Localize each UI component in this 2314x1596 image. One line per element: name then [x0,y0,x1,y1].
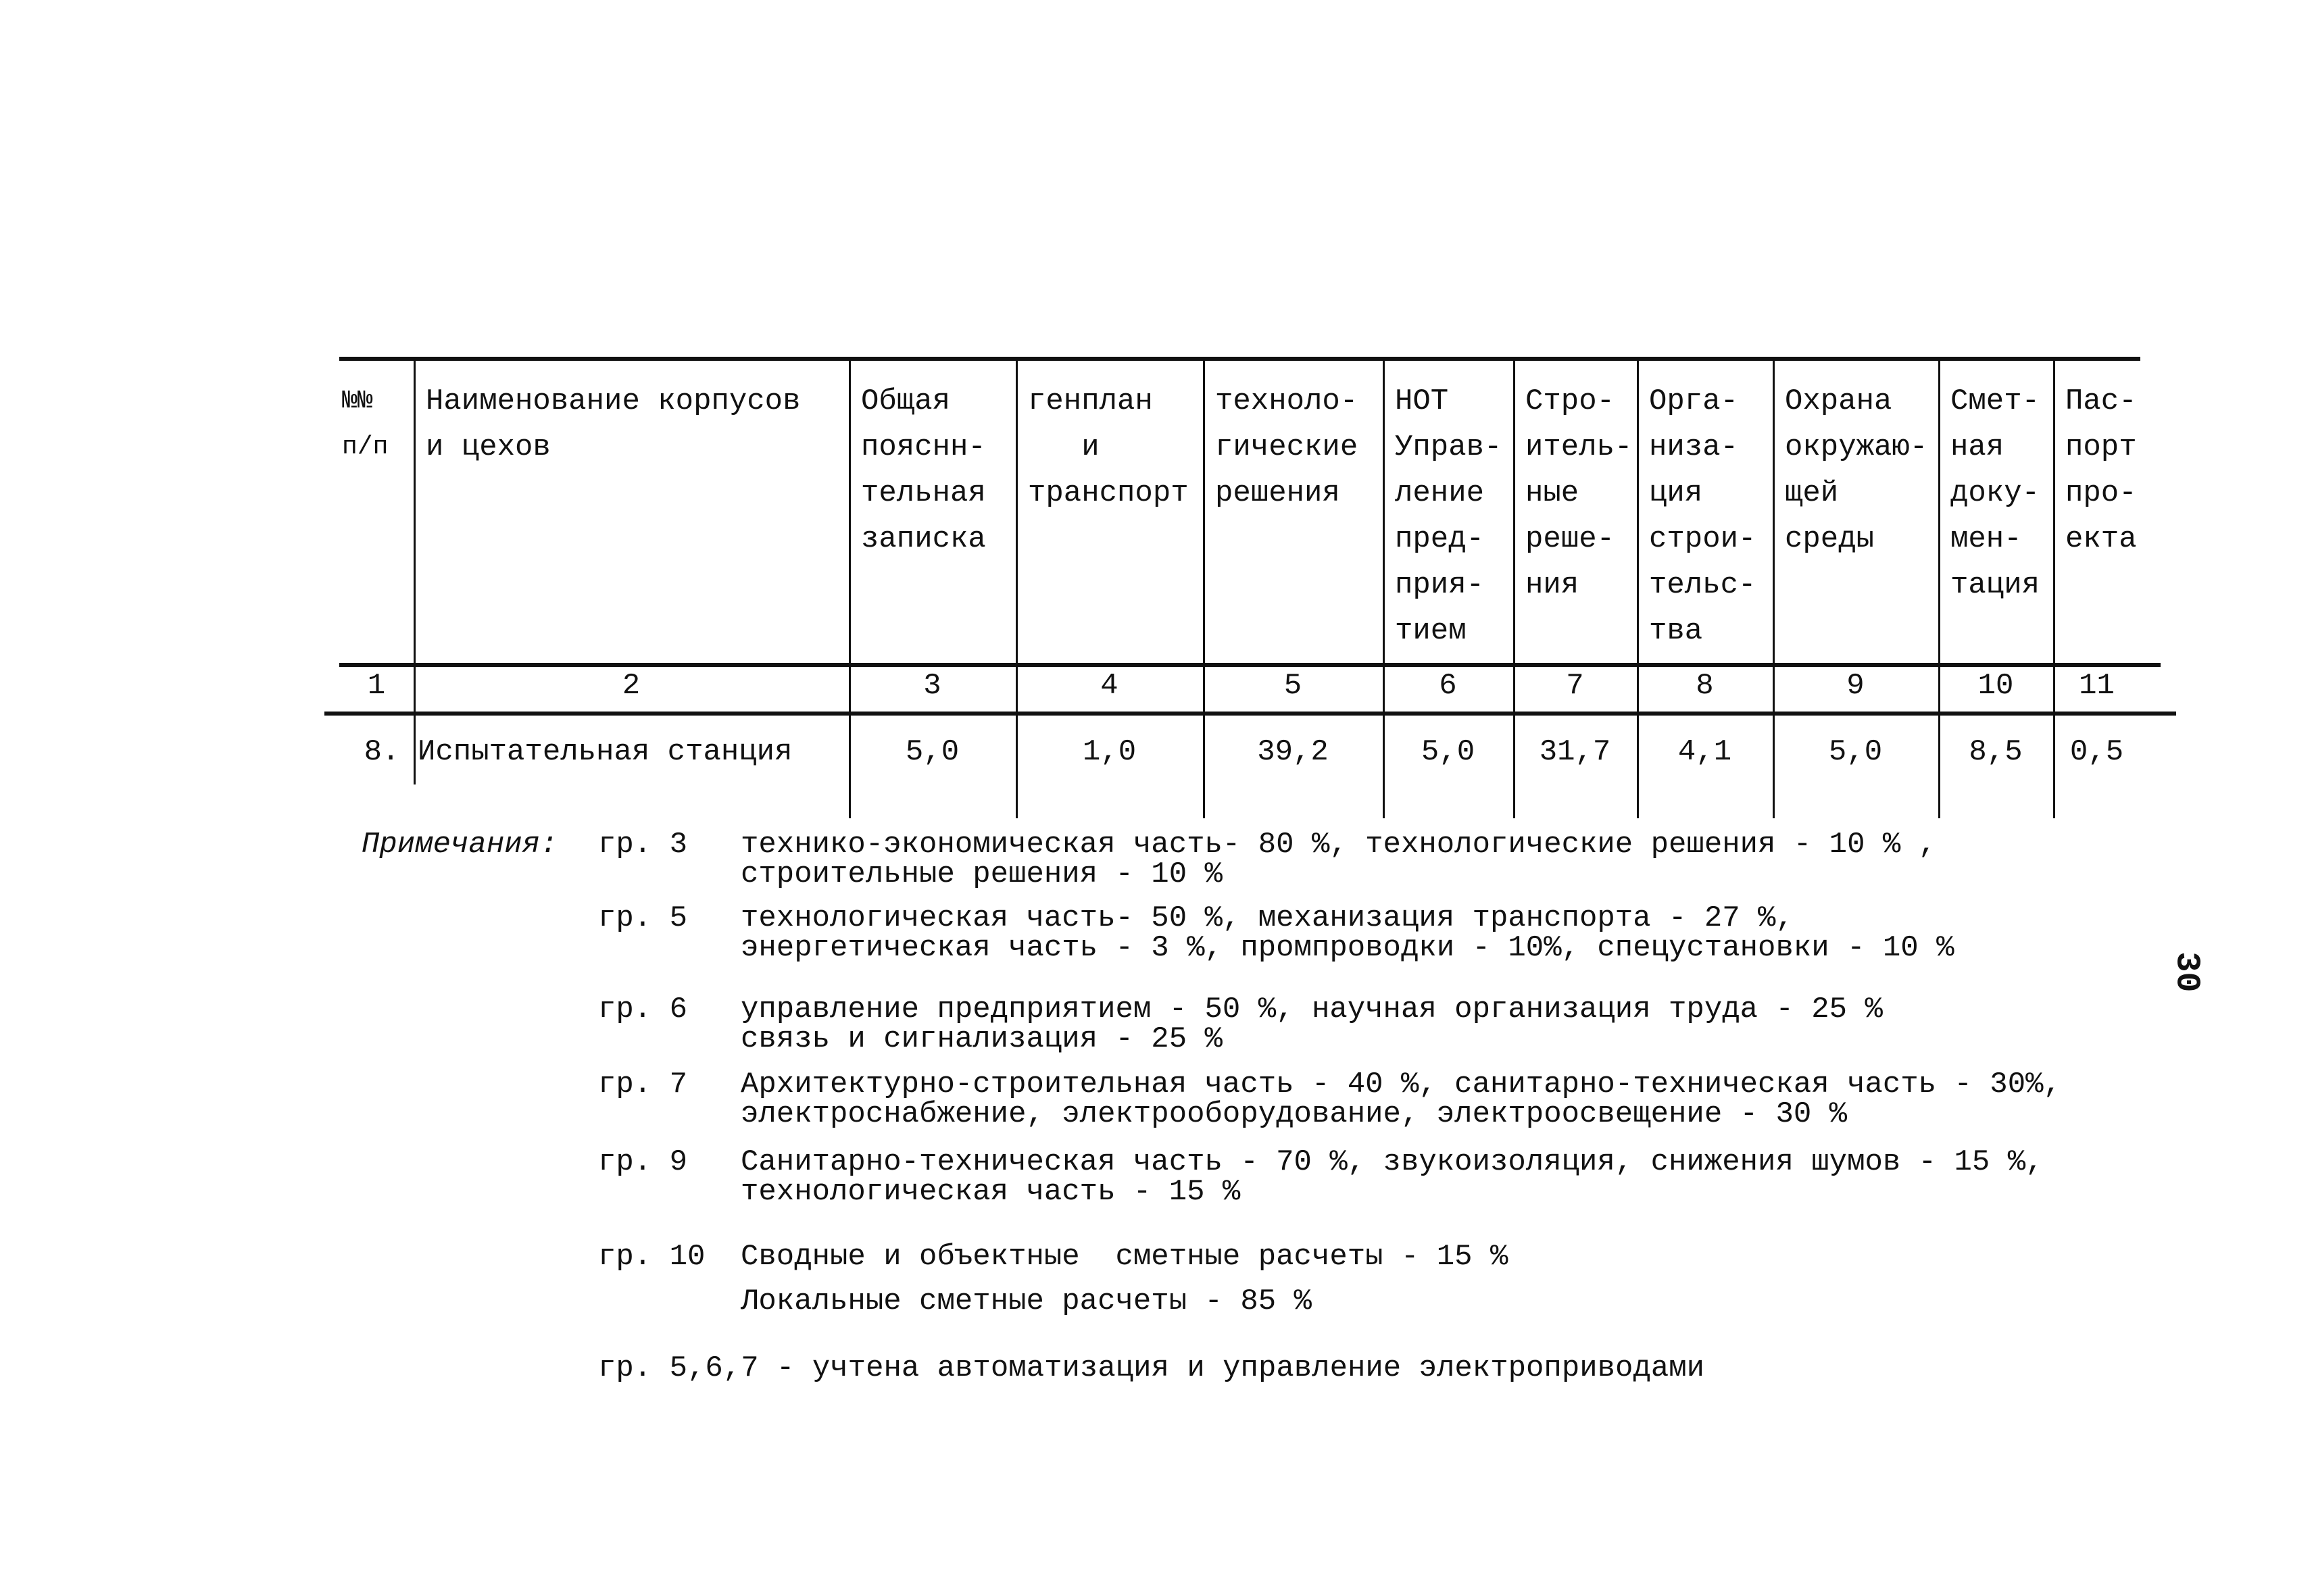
column-divider [1773,359,1775,818]
column-number: 6 [1439,669,1457,703]
column-header: Охрана окружаю- щей среды [1785,384,1928,556]
header-bottom-rule [339,663,2161,667]
column-divider [1383,359,1385,818]
column-header: Орга- низа- ция строи- тельс- тва [1649,384,1756,648]
table-cell: 8. [364,735,400,769]
note-group-label: гр. 10 [598,1240,706,1274]
column-divider [849,359,851,818]
column-divider [1016,359,1018,818]
column-number: 2 [622,669,641,703]
note-group-label: гр. 5 [598,901,688,935]
column-number: 5 [1283,669,1302,703]
table-cell: 5,0 [1828,735,1883,769]
note-group-label: гр. 6 [598,993,688,1026]
table-cell: 8,5 [1969,735,2023,769]
column-divider [1637,359,1639,818]
note-line: строительные решения - 10 % [741,857,1223,891]
notes-label: Примечания: [362,828,558,862]
column-number: 4 [1100,669,1118,703]
note-line: Локальные сметные расчеты - 85 % [741,1285,1312,1318]
table-cell: 39,2 [1257,735,1329,769]
column-number: 7 [1566,669,1584,703]
column-number: 11 [2079,669,2115,703]
table-cell: 1,0 [1082,735,1137,769]
column-header: Общая пояснн- тельная записка [861,384,986,556]
column-divider [2053,359,2055,818]
column-divider [414,359,416,784]
row-name: Испытательная станция [418,735,793,769]
note-line: энергетическая часть - 3 %, промпроводки… [741,931,1954,965]
table-cell: 0,5 [2069,735,2124,769]
column-header: техноло- гические решения [1215,384,1358,510]
column-header: Наименование корпусов и цехов [426,384,801,464]
column-header: №№ п/п [342,386,389,462]
table-cell: 5,0 [1421,735,1475,769]
numbers-bottom-rule [324,712,2176,716]
note-line: технологическая часть - 15 % [741,1175,1241,1209]
column-number: 8 [1696,669,1714,703]
table-top-rule [339,357,2140,361]
table-cell: 4,1 [1677,735,1732,769]
column-divider [1513,359,1515,818]
column-divider [1203,359,1205,818]
note-line: Санитарно-техническая часть - 70 %, звук… [741,1145,2044,1179]
note-line: связь и сигнализация - 25 % [741,1022,1223,1056]
note-line: электроснабжение, электрооборудование, э… [741,1097,1848,1131]
column-divider [1938,359,1940,818]
column-number: 10 [1977,669,2014,703]
note-line: Сводные и объектные сметные расчеты - 15… [741,1240,1508,1274]
note-group-label: гр. 3 [598,828,688,862]
column-header: Смет- ная доку- мен- тация [1950,384,2040,602]
column-number: 3 [923,669,941,703]
table-cell: 5,0 [905,735,960,769]
column-header: НОТ Управ- ление пред- прия- тием [1395,384,1502,648]
notes-footer: гр. 5,6,7 - учтена автоматизация и управ… [598,1351,1705,1385]
column-header: генплан и транспорт [1028,384,1189,510]
table-cell: 31,7 [1539,735,1611,769]
note-line: технико-экономическая часть- 80 %, техно… [741,828,1937,862]
column-header: Стро- итель- ные реше- ния [1525,384,1633,602]
page-number: 30 [2167,951,2206,993]
note-line: технологическая часть- 50 %, механизация… [741,901,1794,935]
column-number: 1 [367,669,386,703]
column-header: Пас- порт про- екта [2065,384,2137,556]
note-group-label: гр. 9 [598,1145,688,1179]
note-line: Архитектурно-строительная часть - 40 %, … [741,1068,2061,1101]
column-number: 9 [1846,669,1865,703]
note-line: управление предприятием - 50 %, научная … [741,993,1883,1026]
note-group-label: гр. 7 [598,1068,688,1101]
